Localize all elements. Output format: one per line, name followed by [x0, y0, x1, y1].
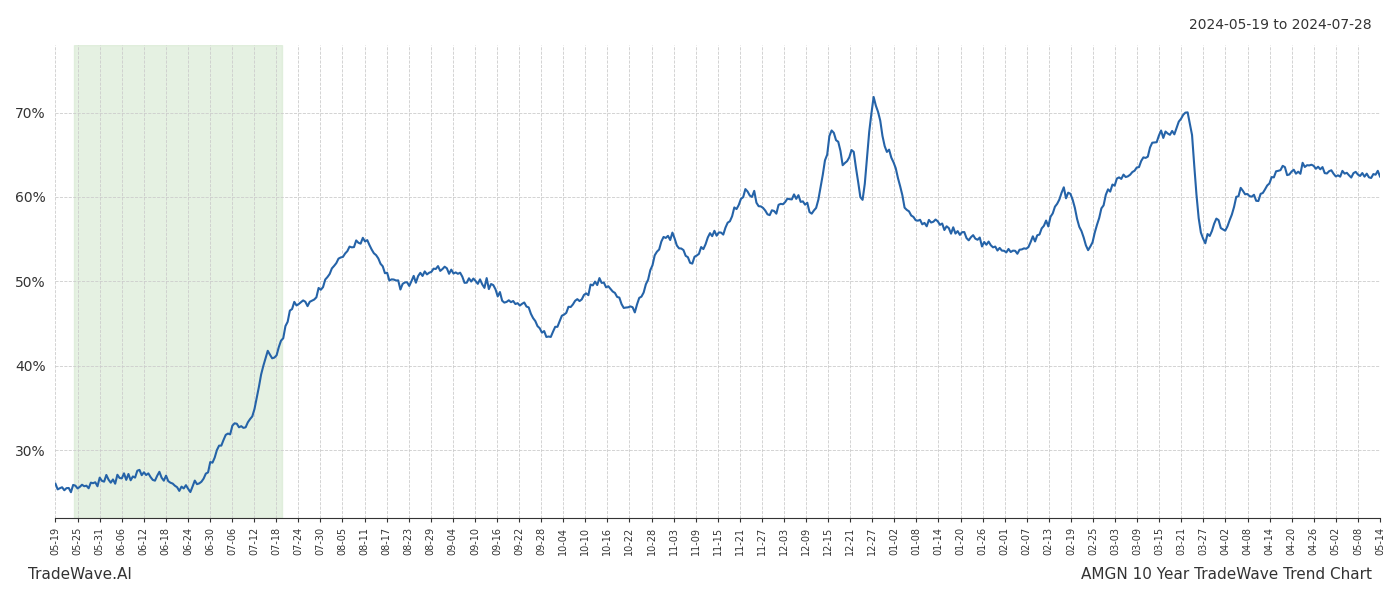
Text: TradeWave.AI: TradeWave.AI [28, 567, 132, 582]
Text: AMGN 10 Year TradeWave Trend Chart: AMGN 10 Year TradeWave Trend Chart [1081, 567, 1372, 582]
Text: 2024-05-19 to 2024-07-28: 2024-05-19 to 2024-07-28 [1190, 18, 1372, 32]
Bar [74, 45, 283, 518]
